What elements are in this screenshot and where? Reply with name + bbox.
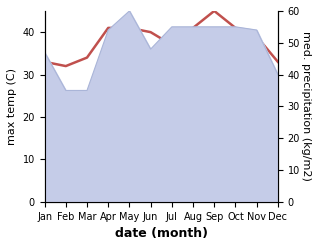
Y-axis label: max temp (C): max temp (C) — [7, 68, 17, 145]
Y-axis label: med. precipitation (kg/m2): med. precipitation (kg/m2) — [301, 31, 311, 181]
X-axis label: date (month): date (month) — [115, 227, 208, 240]
